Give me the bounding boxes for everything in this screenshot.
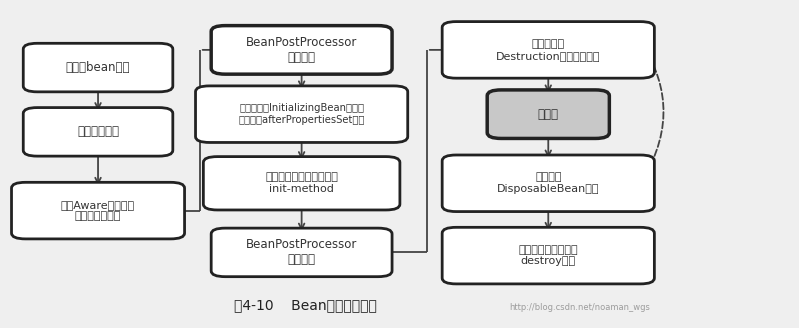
FancyBboxPatch shape [23,108,173,156]
FancyBboxPatch shape [11,182,185,239]
Text: 检查Aware相关接口
并设置相关依赖: 检查Aware相关接口 并设置相关依赖 [61,200,135,221]
Text: 使用中: 使用中 [538,108,559,121]
FancyBboxPatch shape [23,43,173,92]
Text: BeanPostProcessor
后置处理: BeanPostProcessor 后置处理 [246,238,357,266]
Text: 设置对象属性: 设置对象属性 [77,125,119,138]
Text: 是否实现
DisposableBean接口: 是否实现 DisposableBean接口 [497,173,599,194]
FancyBboxPatch shape [211,26,392,74]
Text: 是否配置有自定义的
destroy方法: 是否配置有自定义的 destroy方法 [519,245,578,266]
FancyBboxPatch shape [442,22,654,78]
Text: http://blog.csdn.net/noaman_wgs: http://blog.csdn.net/noaman_wgs [509,302,650,312]
Text: 图4-10    Bean的实例化过程: 图4-10 Bean的实例化过程 [234,298,377,313]
Text: 实例化bean对象: 实例化bean对象 [66,61,130,74]
FancyBboxPatch shape [442,155,654,212]
Text: BeanPostProcessor
前置处理: BeanPostProcessor 前置处理 [246,36,357,64]
FancyBboxPatch shape [211,228,392,277]
FancyBboxPatch shape [487,90,610,138]
FancyBboxPatch shape [442,227,654,284]
FancyBboxPatch shape [196,86,407,142]
Text: 检查是否配置有自定义的
init-method: 检查是否配置有自定义的 init-method [265,173,338,194]
Text: 检查是否是InitializingBean以决定
是否调用afterPropertiesSet方法: 检查是否是InitializingBean以决定 是否调用afterProper… [238,103,365,125]
Text: 注册必要的
Destruction相关回调接口: 注册必要的 Destruction相关回调接口 [496,39,601,61]
FancyBboxPatch shape [204,156,400,210]
